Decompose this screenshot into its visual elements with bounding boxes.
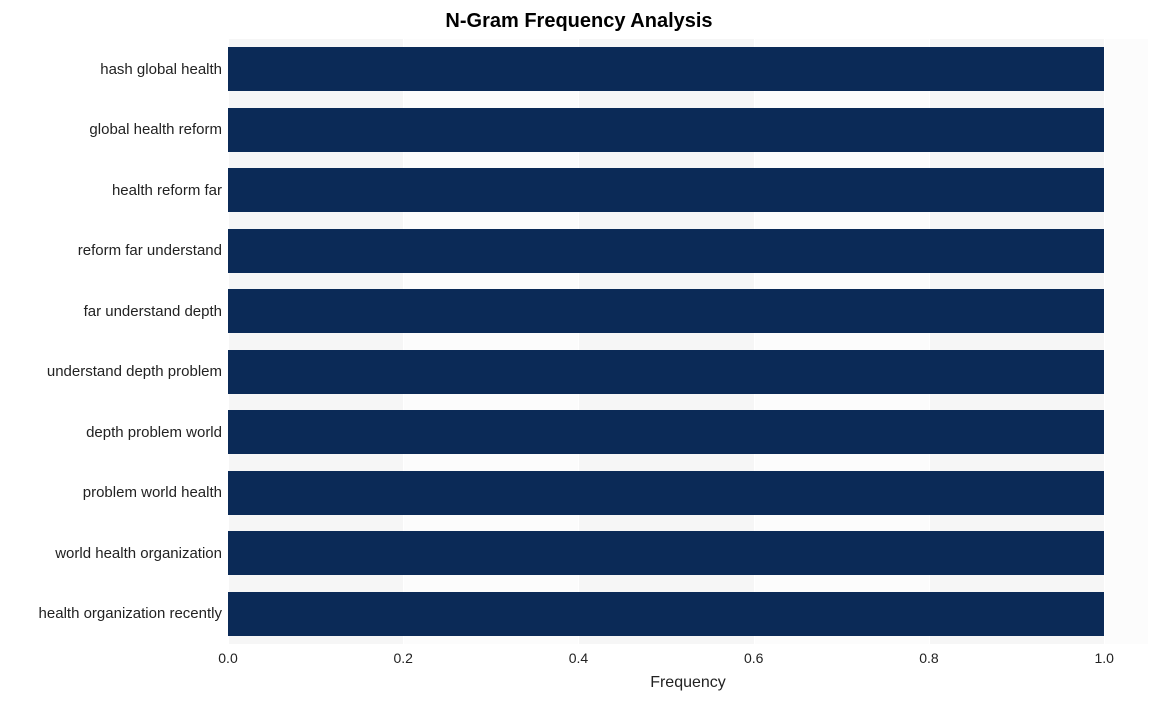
plot-area <box>228 39 1148 644</box>
bar <box>228 531 1104 575</box>
bar <box>228 289 1104 333</box>
bar <box>228 471 1104 515</box>
bar <box>228 108 1104 152</box>
y-tick-label: world health organization <box>10 523 222 584</box>
x-tick-label: 0.0 <box>218 650 237 666</box>
bar-slot <box>228 39 1148 100</box>
bar <box>228 229 1104 273</box>
bar <box>228 168 1104 212</box>
bar-slot <box>228 160 1148 221</box>
bar-slot <box>228 402 1148 463</box>
bar-slot <box>228 221 1148 282</box>
bar <box>228 47 1104 91</box>
y-tick-label: understand depth problem <box>10 342 222 403</box>
bar-slot <box>228 584 1148 645</box>
bars-layer <box>228 39 1148 644</box>
x-tick-label: 1.0 <box>1094 650 1113 666</box>
y-tick-label: problem world health <box>10 463 222 524</box>
x-tick-label: 0.8 <box>919 650 938 666</box>
bar-slot <box>228 100 1148 161</box>
x-tick-label: 0.2 <box>394 650 413 666</box>
y-tick-label: hash global health <box>10 39 222 100</box>
bar <box>228 592 1104 636</box>
y-tick-label: health reform far <box>10 160 222 221</box>
bar-slot <box>228 281 1148 342</box>
bar-slot <box>228 523 1148 584</box>
x-axis-ticks: 0.00.20.40.60.81.0 <box>228 650 1148 668</box>
y-tick-label: health organization recently <box>10 584 222 645</box>
bar-slot <box>228 463 1148 524</box>
chart-container: N-Gram Frequency Analysis hash global he… <box>0 0 1158 701</box>
x-axis-title: Frequency <box>228 674 1148 692</box>
y-axis-labels: hash global healthglobal health reformhe… <box>10 39 228 644</box>
plot-wrap: hash global healthglobal health reformhe… <box>10 39 1148 644</box>
y-tick-label: global health reform <box>10 100 222 161</box>
x-tick-label: 0.4 <box>569 650 588 666</box>
bar-slot <box>228 342 1148 403</box>
x-tick-label: 0.6 <box>744 650 763 666</box>
y-tick-label: depth problem world <box>10 402 222 463</box>
bar <box>228 410 1104 454</box>
chart-title: N-Gram Frequency Analysis <box>10 10 1148 33</box>
y-tick-label: reform far understand <box>10 221 222 282</box>
y-tick-label: far understand depth <box>10 281 222 342</box>
bar <box>228 350 1104 394</box>
